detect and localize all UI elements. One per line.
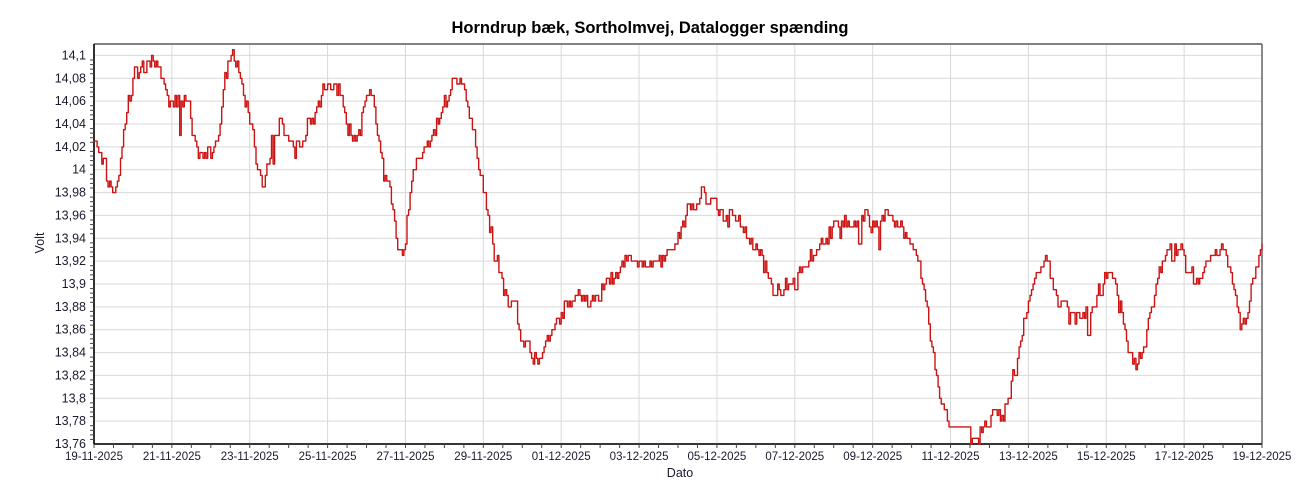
svg-text:07-12-2025: 07-12-2025 [765,451,824,463]
svg-text:14,1: 14,1 [62,48,86,62]
svg-text:14,06: 14,06 [55,94,86,108]
svg-text:15-12-2025: 15-12-2025 [1077,451,1136,463]
svg-text:09-12-2025: 09-12-2025 [843,451,902,463]
svg-text:21-11-2025: 21-11-2025 [143,451,201,463]
svg-text:13,94: 13,94 [55,231,86,245]
svg-text:13,8: 13,8 [62,391,86,405]
svg-text:14,02: 14,02 [55,140,86,154]
svg-text:01-12-2025: 01-12-2025 [532,451,591,463]
svg-text:13,82: 13,82 [55,368,86,382]
svg-text:14,04: 14,04 [55,117,86,131]
svg-text:13,76: 13,76 [55,437,86,451]
svg-text:23-11-2025: 23-11-2025 [221,451,279,463]
svg-text:17-12-2025: 17-12-2025 [1155,451,1214,463]
svg-text:25-11-2025: 25-11-2025 [299,451,357,463]
svg-text:13-12-2025: 13-12-2025 [999,451,1058,463]
svg-text:29-11-2025: 29-11-2025 [454,451,512,463]
svg-text:13,84: 13,84 [55,346,86,360]
svg-text:13,88: 13,88 [55,300,86,314]
svg-text:13,98: 13,98 [55,186,86,200]
svg-text:13,78: 13,78 [55,414,86,428]
svg-text:13,96: 13,96 [55,208,86,222]
svg-text:11-12-2025: 11-12-2025 [922,451,980,463]
svg-text:14: 14 [72,163,86,177]
svg-text:05-12-2025: 05-12-2025 [687,451,746,463]
svg-text:14,08: 14,08 [55,71,86,85]
svg-text:13,9: 13,9 [62,277,86,291]
svg-text:03-12-2025: 03-12-2025 [610,451,669,463]
svg-text:19-11-2025: 19-11-2025 [65,451,123,463]
svg-text:27-11-2025: 27-11-2025 [377,451,435,463]
svg-text:19-12-2025: 19-12-2025 [1233,451,1292,463]
svg-text:13,92: 13,92 [55,254,86,268]
svg-text:13,86: 13,86 [55,323,86,337]
